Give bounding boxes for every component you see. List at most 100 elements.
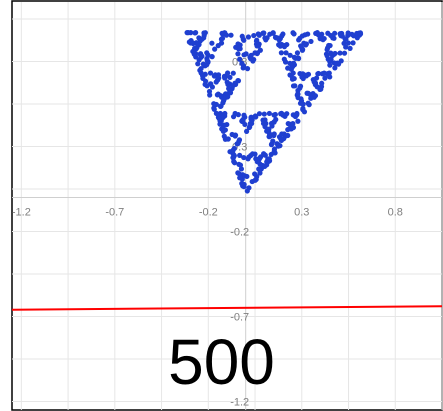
y-tick-label: -1.2 [230, 397, 249, 409]
data-point [232, 133, 238, 139]
data-point [225, 94, 231, 100]
data-point [207, 70, 214, 76]
data-point [291, 54, 297, 60]
data-point [261, 111, 267, 117]
data-point [301, 109, 308, 115]
data-point [222, 75, 228, 81]
data-point [199, 53, 205, 59]
data-point [235, 77, 241, 84]
data-point [206, 88, 213, 95]
data-point [278, 135, 284, 142]
data-point [226, 86, 232, 92]
data-point [230, 147, 236, 153]
data-point [245, 34, 252, 40]
data-point [260, 30, 266, 36]
data-point [211, 73, 217, 79]
data-point [184, 30, 190, 36]
data-point [319, 80, 325, 86]
data-point [251, 32, 257, 39]
data-point [319, 35, 325, 42]
data-point [315, 71, 321, 77]
x-tick-labels: -1.2 -0.7 -0.2 0.3 0.8 [12, 207, 403, 219]
data-point [244, 128, 250, 134]
y-tick-label: -0.2 [230, 227, 249, 239]
iteration-count-label: 500 [168, 326, 275, 398]
data-point [324, 53, 330, 59]
data-point [291, 31, 297, 37]
data-point [282, 59, 289, 65]
data-point [202, 81, 208, 88]
data-point [217, 103, 224, 110]
data-point [262, 163, 268, 169]
data-point [227, 90, 234, 96]
data-point [284, 111, 290, 117]
data-point [350, 40, 356, 46]
data-point [300, 101, 306, 107]
data-point [345, 40, 351, 46]
data-point [255, 31, 261, 37]
data-point [253, 156, 259, 162]
data-point [193, 30, 199, 36]
data-point [246, 154, 252, 160]
data-point [264, 35, 270, 41]
data-point [254, 50, 261, 56]
data-point [235, 51, 241, 57]
data-point [332, 65, 338, 71]
data-point [304, 90, 310, 96]
data-point [271, 112, 277, 118]
data-point [326, 70, 332, 76]
data-point [214, 92, 220, 98]
data-point [225, 70, 231, 76]
data-point [305, 31, 311, 37]
data-point [200, 75, 206, 81]
data-point [237, 175, 243, 181]
data-point [197, 38, 203, 44]
data-point [270, 30, 276, 36]
data-point [298, 43, 304, 49]
data-point [256, 166, 262, 172]
data-point [294, 92, 300, 98]
data-point [252, 113, 258, 119]
grid [12, 2, 443, 410]
data-point [268, 142, 275, 148]
x-tick-label: -0.7 [105, 207, 124, 219]
data-point [263, 120, 269, 127]
x-tick-label: -1.2 [12, 207, 31, 219]
data-point [220, 128, 227, 134]
data-point [271, 119, 277, 125]
data-point [244, 66, 251, 72]
data-point [237, 162, 244, 168]
data-point [191, 51, 197, 57]
data-point [335, 61, 342, 67]
red-line [11, 305, 443, 311]
data-point [216, 75, 222, 81]
data-point [274, 35, 281, 41]
data-point [289, 76, 296, 82]
data-point [230, 82, 236, 89]
data-point [271, 131, 277, 137]
data-point [219, 35, 226, 41]
data-point [230, 155, 236, 161]
data-point [235, 41, 241, 47]
data-point [244, 173, 250, 180]
data-point [216, 116, 222, 122]
data-point [240, 116, 246, 123]
data-point [287, 60, 293, 66]
data-point [239, 33, 245, 39]
data-point [290, 83, 297, 89]
data-point [241, 112, 247, 118]
data-point [290, 124, 297, 131]
data-point [328, 32, 334, 39]
data-point [246, 124, 252, 131]
data-point [314, 30, 320, 36]
data-point [257, 170, 263, 176]
data-point [317, 86, 323, 93]
data-point [295, 118, 301, 124]
data-point [312, 80, 319, 86]
data-point [283, 50, 289, 56]
data-point [305, 100, 311, 106]
data-point [250, 58, 256, 64]
data-point [327, 62, 333, 68]
data-point [341, 40, 347, 46]
